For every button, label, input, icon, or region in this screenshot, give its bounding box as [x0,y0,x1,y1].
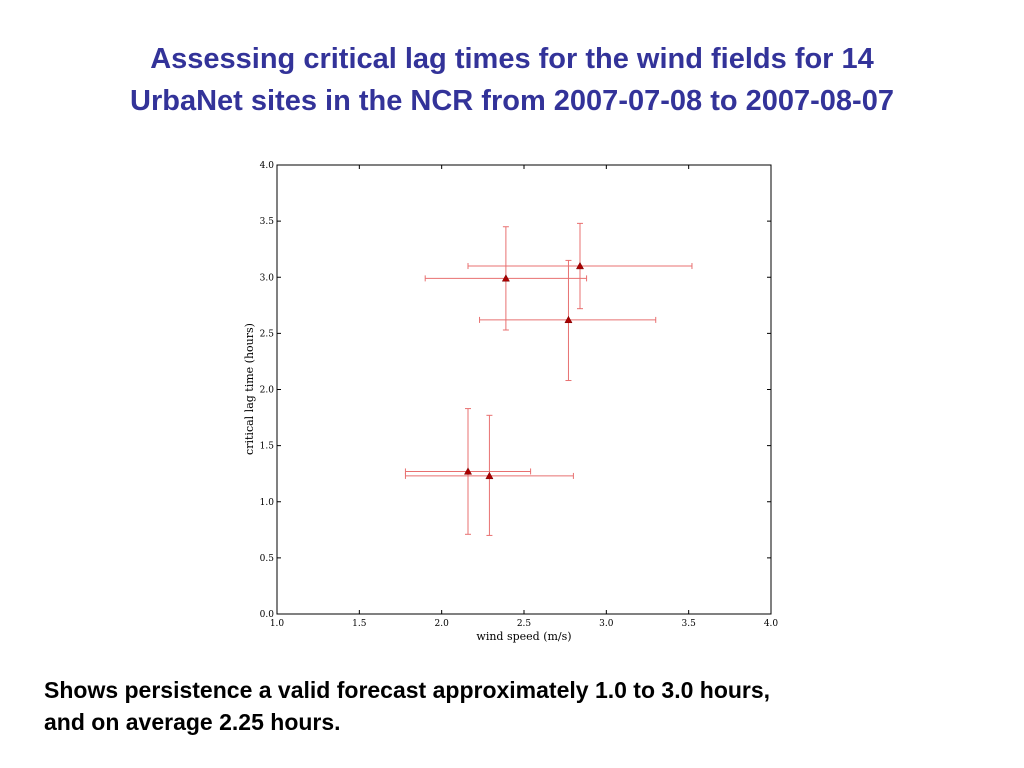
y-tick-label: 4.0 [260,161,275,171]
y-tick-label: 2.0 [260,386,275,396]
data-point-marker [485,471,494,480]
y-tick-label: 0.5 [260,554,275,564]
y-tick-label: 1.5 [260,442,275,452]
y-tick-label: 0.0 [260,610,275,620]
errorbar-layer [404,222,693,536]
data-point-marker [463,467,473,475]
slide-title-line-1: Assessing critical lag times for the win… [150,43,874,75]
slide-caption: Shows persistence a valid forecast appro… [44,674,984,738]
x-tick-label: 2.0 [435,619,450,629]
x-tick-label: 2.5 [517,619,532,629]
y-tick-label: 3.0 [260,273,275,283]
x-tick-label: 4.0 [764,619,779,629]
caption-line-1: Shows persistence a valid forecast appro… [44,677,771,703]
y-tick-label: 2.5 [260,329,275,339]
data-point-marker [575,261,585,270]
caption-line-2: and on average 2.25 hours. [44,709,341,735]
x-tick-label: 1.0 [270,619,285,629]
x-tick-label: 3.5 [682,619,697,629]
slide-title-line-2: UrbaNet sites in the NCR from 2007-07-08… [130,85,894,117]
data-point-marker [501,274,510,282]
plot-frame [276,164,772,615]
x-tick-label: 3.0 [599,619,614,629]
x-tick-label: 1.5 [352,619,367,629]
y-tick-label: 3.5 [260,217,275,227]
data-point-marker [564,315,573,324]
x-axis-label: wind speed (m/s) [476,630,571,643]
slide-title: Assessing critical lag times for the win… [40,38,984,122]
y-tick-label: 1.0 [260,498,275,508]
marker-layer [463,261,585,480]
axes-layer: 1.0 1.5 2.0 2.5 3.0 3.5 4.0 0.0 0.5 1.0 1.5 2.0 2.5 3… [260,161,779,629]
y-axis-label: critical lag time (hours) [243,323,256,455]
